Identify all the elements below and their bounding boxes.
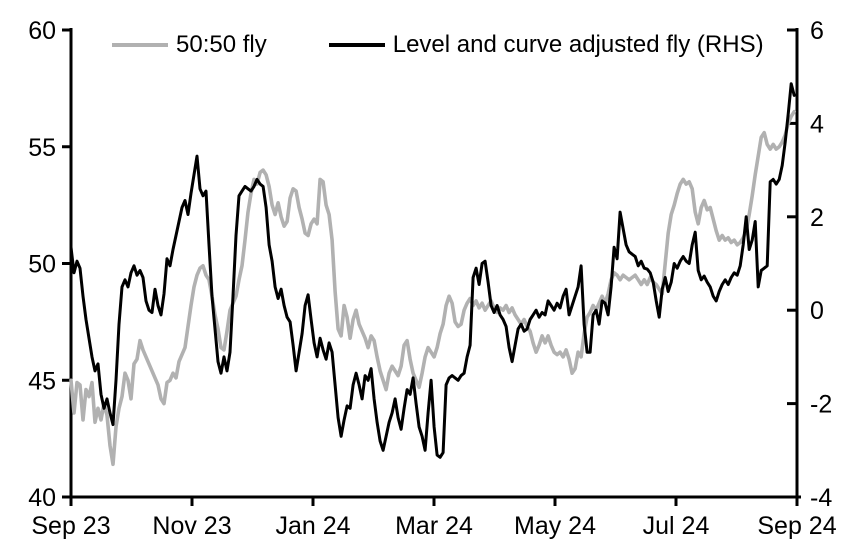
svg-text:60: 60: [28, 17, 56, 45]
svg-text:4: 4: [810, 110, 824, 138]
svg-text:Mar 24: Mar 24: [395, 512, 473, 540]
svg-text:50: 50: [28, 251, 56, 279]
svg-text:-2: -2: [810, 391, 832, 419]
svg-text:55: 55: [28, 134, 56, 162]
svg-text:2: 2: [810, 204, 824, 232]
svg-text:6: 6: [810, 17, 824, 45]
svg-text:Jul 24: Jul 24: [643, 512, 710, 540]
svg-text:-4: -4: [810, 484, 832, 512]
svg-text:Nov 23: Nov 23: [152, 512, 231, 540]
svg-text:Sep 24: Sep 24: [757, 512, 836, 540]
svg-text:40: 40: [28, 484, 56, 512]
svg-text:Jan 24: Jan 24: [275, 512, 350, 540]
svg-text:0: 0: [810, 297, 824, 325]
svg-text:Sep 23: Sep 23: [31, 512, 110, 540]
svg-text:May 24: May 24: [514, 512, 596, 540]
svg-text:45: 45: [28, 367, 56, 395]
